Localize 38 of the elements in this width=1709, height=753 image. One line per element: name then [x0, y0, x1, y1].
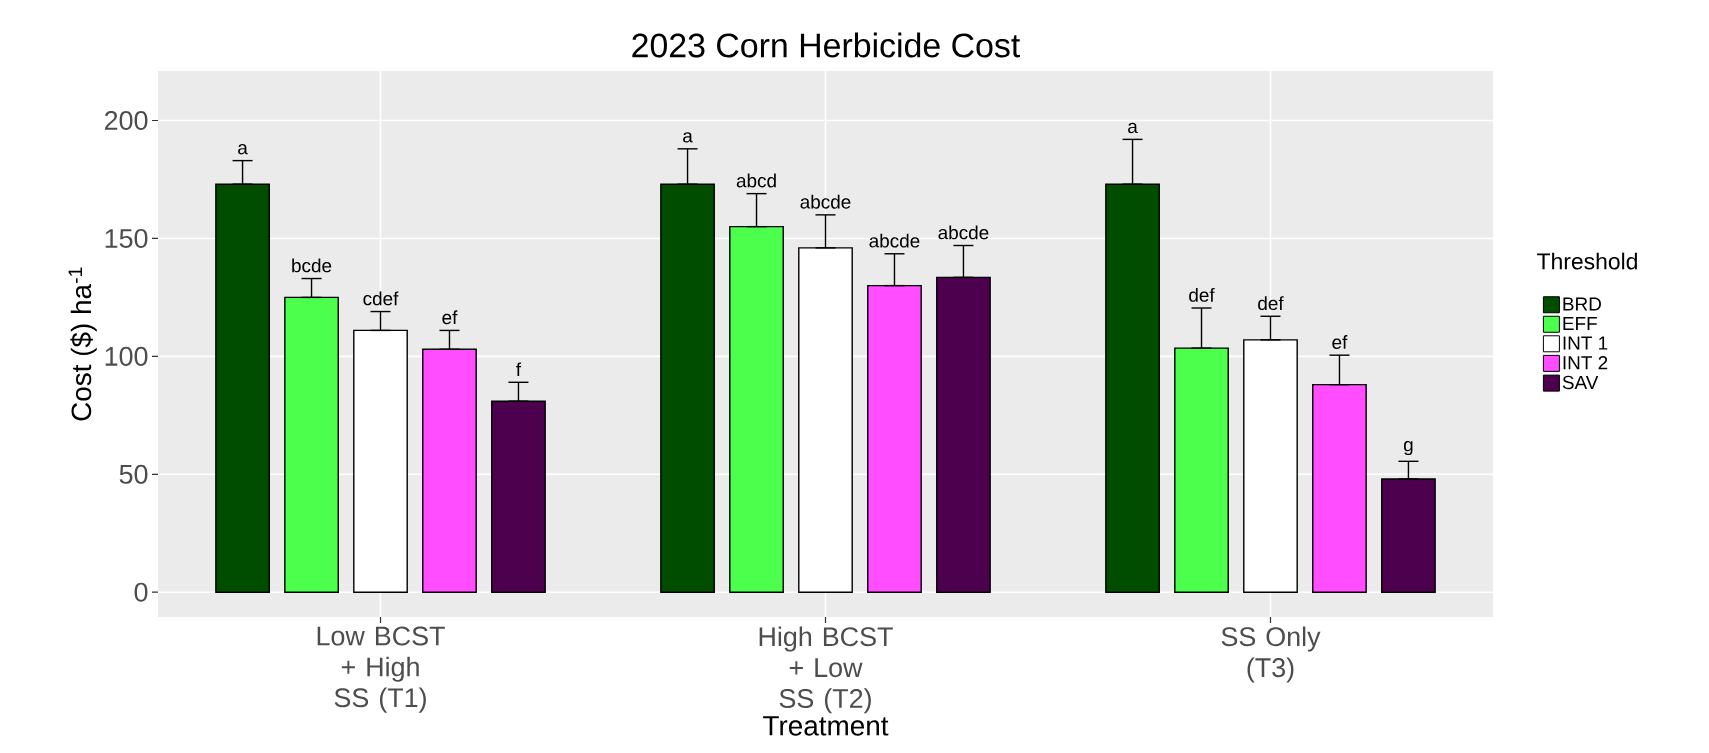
data-label: ef — [442, 310, 458, 325]
legend-title: Threshold — [1537, 252, 1637, 270]
bar — [491, 400, 546, 593]
data-label: cdef — [363, 291, 399, 306]
y-tick-label: 200 — [104, 110, 148, 131]
data-label: a — [1128, 122, 1138, 134]
chart-title: 2023 Corn Herbicide Cost — [632, 32, 1021, 58]
bar — [660, 183, 715, 593]
legend-label: INT 2 — [1563, 356, 1608, 370]
data-label: abcde — [938, 225, 989, 240]
data-label: abcd — [736, 173, 776, 188]
data-label: abcde — [800, 194, 851, 209]
bar — [215, 183, 270, 593]
data-label: f — [516, 362, 522, 377]
y-tick-label: 50 — [119, 464, 148, 484]
bar — [1174, 347, 1229, 593]
y-tick-label: 150 — [105, 228, 148, 248]
data-label: a — [238, 144, 248, 155]
y-axis-title: Cost ($) ha$^{-1}$ — [68, 267, 97, 421]
data-label: abcde — [869, 233, 920, 248]
x-axis-title: Treatment — [763, 716, 889, 736]
x-tick-label: High BCST + Low SS (T2) — [759, 626, 893, 714]
bar — [1105, 183, 1160, 593]
data-label: g — [1403, 441, 1413, 456]
data-label: ef — [1332, 335, 1348, 349]
data-label: def — [1258, 296, 1284, 311]
data-label: bcde — [292, 258, 332, 273]
data-label: a — [683, 132, 693, 143]
x-tick-label: Low BCST + High SS (T1) — [317, 626, 445, 713]
x-tick-label: SS Only (T3) — [1221, 626, 1321, 683]
data-label: def — [1189, 287, 1215, 302]
legend-label: BRD — [1563, 297, 1601, 311]
bar — [1381, 478, 1436, 593]
legend-label: SAV — [1562, 375, 1599, 390]
legend-label: INT 1 — [1563, 336, 1608, 350]
legend-label: EFF — [1563, 317, 1597, 331]
y-tick-label: 100 — [105, 346, 148, 366]
y-tick-label: 0 — [134, 582, 148, 602]
